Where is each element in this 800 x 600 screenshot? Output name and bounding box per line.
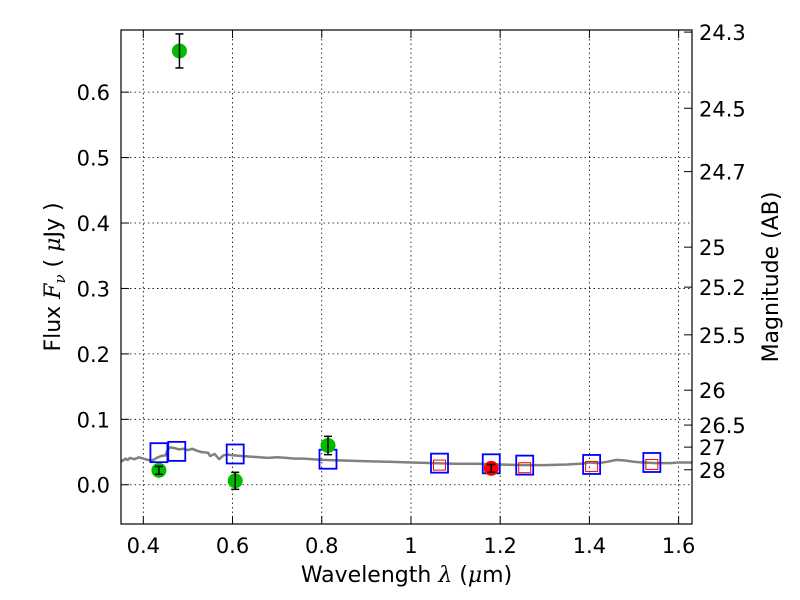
upper-limit-marker xyxy=(645,458,659,470)
y2-tick-label: 27 xyxy=(699,436,726,460)
x-tick-label: 1.2 xyxy=(483,534,516,558)
y-tick-label: 0.3 xyxy=(77,277,110,301)
tick-layer: 0.4 0.6 0.8 1 1.2 1.4 1.6 0.0 0.1 0.2 0.3 0.4 0.5 0.6… xyxy=(77,21,746,558)
x-tick-label: 0.4 xyxy=(127,534,160,558)
x-tick-label: 0.6 xyxy=(216,534,249,558)
grid xyxy=(121,30,692,524)
model-band-marker xyxy=(582,454,602,475)
y2-tick-label: 24.5 xyxy=(699,97,746,121)
y-tick-label: 0.1 xyxy=(77,408,110,432)
upper-limit-marker xyxy=(433,459,447,471)
y2-tick-label: 26.5 xyxy=(699,414,746,438)
x-axis-label: Wavelength λ (μm) xyxy=(301,563,512,588)
marker-layer xyxy=(149,33,662,491)
y-tick-label: 0.2 xyxy=(77,343,110,367)
spectrum-layer xyxy=(120,446,692,467)
x-tick-label: 1.6 xyxy=(662,534,695,558)
y-tick-label: 0.0 xyxy=(77,474,110,498)
upper-limit-marker xyxy=(518,462,532,474)
y2-tick-label: 25 xyxy=(699,236,726,260)
model-band-marker xyxy=(167,440,187,462)
y2-tick-label: 25.2 xyxy=(699,276,746,300)
x-tick-label: 1.4 xyxy=(573,534,606,558)
model-spectrum-line xyxy=(120,446,692,467)
model-band-marker xyxy=(642,452,662,473)
y2-tick-label: 24.3 xyxy=(699,21,746,45)
y2-tick-label: 28 xyxy=(699,459,726,483)
y-tick-label: 0.5 xyxy=(77,147,110,171)
y2-tick-label: 25.5 xyxy=(699,324,746,348)
y-tick-label: 0.6 xyxy=(77,81,110,105)
y-axis-label: Flux Fν ( μJy ) xyxy=(41,202,69,351)
y2-tick-label: 26 xyxy=(699,379,726,403)
y2-tick-label: 24.7 xyxy=(699,161,746,185)
y2-axis-label: Magnitude (AB) xyxy=(759,192,784,363)
upper-limit-marker xyxy=(585,460,599,472)
x-tick-label: 0.8 xyxy=(305,534,338,558)
model-band-marker xyxy=(430,452,449,474)
model-band-marker xyxy=(515,454,535,476)
plot-frame xyxy=(120,29,693,525)
y-tick-label: 0.4 xyxy=(77,212,110,236)
x-tick-label: 1 xyxy=(404,534,417,558)
model-band-marker xyxy=(225,443,245,465)
